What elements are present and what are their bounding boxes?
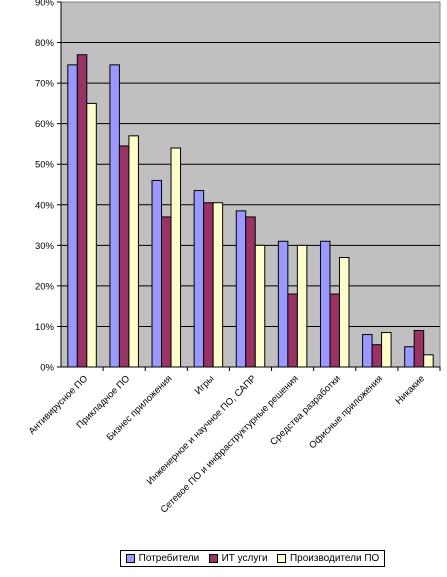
bar [381, 332, 392, 368]
y-tick-label: 60% [35, 119, 55, 130]
bar [118, 145, 130, 368]
y-tick-label: 20% [35, 281, 55, 292]
bar [413, 330, 425, 368]
bar [287, 293, 298, 368]
bar [245, 216, 256, 368]
bar [329, 293, 340, 368]
legend-item: Производители ПО [276, 553, 380, 564]
bar [254, 244, 266, 368]
bar [67, 64, 78, 368]
y-tick-label: 70% [35, 79, 55, 90]
bar [203, 202, 214, 368]
bar [296, 244, 308, 368]
y-tick-label: 30% [35, 241, 55, 252]
legend: Потребители ИТ услуги Производители ПО [120, 550, 385, 567]
legend-item: ИТ услуги [208, 553, 268, 564]
bar [76, 54, 88, 368]
bar [362, 334, 373, 368]
legend-label-1: ИТ услуги [221, 553, 268, 564]
bar [235, 210, 247, 368]
y-tick-label: 50% [35, 160, 55, 171]
y-tick-label: 80% [35, 38, 55, 49]
x-tick-label: Никакие [393, 373, 427, 407]
legend-swatch-2 [276, 554, 286, 563]
x-tick-label: Офисные приложения [307, 373, 385, 451]
bar [109, 64, 120, 368]
y-tick-label: 40% [35, 200, 55, 211]
legend-label-2: Производители ПО [289, 553, 380, 564]
bar [423, 354, 434, 368]
bar [319, 240, 331, 368]
bar [404, 346, 415, 368]
legend-label-0: Потребители [138, 553, 200, 564]
y-tick-label: 90% [35, 0, 55, 9]
y-tick-label: 0% [40, 363, 54, 374]
bar [170, 147, 182, 368]
bar [277, 240, 289, 368]
x-tick-label: Средства разработки [268, 373, 343, 448]
bar [86, 102, 97, 368]
bar [193, 190, 205, 368]
bar [338, 257, 350, 368]
legend-swatch-0 [125, 554, 135, 563]
legend-item: Потребители [125, 553, 200, 564]
legend-swatch-1 [208, 554, 218, 563]
bar [151, 179, 163, 368]
x-tick-label: Игры [193, 373, 217, 397]
bar [371, 344, 383, 368]
bar [128, 135, 139, 368]
bar [212, 202, 224, 368]
y-tick-label: 10% [35, 322, 55, 333]
bar [161, 216, 172, 368]
